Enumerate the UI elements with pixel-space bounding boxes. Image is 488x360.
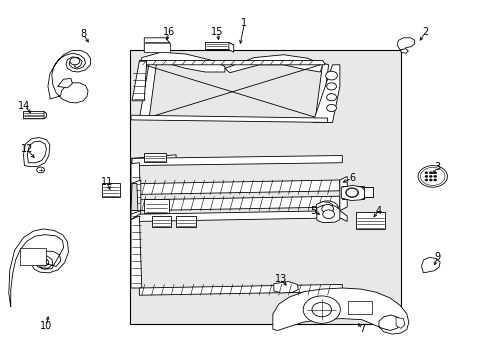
- Text: 12: 12: [20, 144, 33, 154]
- Polygon shape: [144, 38, 170, 52]
- Text: 13: 13: [274, 274, 287, 284]
- Circle shape: [325, 71, 337, 80]
- Polygon shape: [139, 196, 339, 211]
- Text: 2: 2: [422, 27, 427, 37]
- Text: 16: 16: [162, 27, 175, 37]
- Text: 9: 9: [434, 252, 440, 262]
- Polygon shape: [396, 38, 414, 50]
- Polygon shape: [228, 42, 233, 52]
- Polygon shape: [224, 55, 322, 73]
- Text: 4: 4: [375, 206, 381, 216]
- Text: 7: 7: [358, 324, 364, 334]
- Polygon shape: [132, 156, 342, 166]
- Polygon shape: [139, 284, 342, 295]
- Text: 15: 15: [211, 27, 224, 37]
- Circle shape: [345, 188, 358, 197]
- Polygon shape: [48, 50, 90, 103]
- Circle shape: [424, 179, 427, 181]
- Circle shape: [321, 204, 333, 213]
- Bar: [355, 212, 385, 229]
- Bar: [129, 50, 400, 324]
- Polygon shape: [58, 78, 72, 88]
- Polygon shape: [205, 42, 233, 50]
- Circle shape: [303, 296, 340, 323]
- Polygon shape: [44, 112, 46, 119]
- Polygon shape: [27, 141, 46, 163]
- Polygon shape: [272, 288, 408, 334]
- Circle shape: [326, 83, 336, 90]
- Circle shape: [433, 179, 436, 181]
- Bar: [151, 216, 171, 227]
- Circle shape: [326, 94, 336, 101]
- Circle shape: [346, 188, 357, 197]
- Polygon shape: [131, 211, 346, 227]
- Bar: [342, 186, 364, 199]
- Polygon shape: [341, 185, 365, 201]
- Text: 8: 8: [80, 29, 86, 39]
- Polygon shape: [273, 282, 298, 293]
- Polygon shape: [131, 180, 141, 214]
- Bar: [176, 216, 195, 227]
- Text: 5: 5: [309, 206, 315, 216]
- Polygon shape: [139, 63, 156, 119]
- Polygon shape: [131, 115, 327, 122]
- Bar: [102, 183, 120, 197]
- Circle shape: [322, 210, 334, 219]
- Text: 10: 10: [40, 321, 53, 331]
- Circle shape: [433, 175, 436, 177]
- Polygon shape: [395, 318, 404, 328]
- Polygon shape: [316, 205, 339, 222]
- Text: 1: 1: [241, 18, 247, 28]
- Circle shape: [424, 172, 427, 174]
- Polygon shape: [131, 155, 176, 163]
- Polygon shape: [400, 49, 407, 53]
- Text: 14: 14: [18, 101, 31, 111]
- Polygon shape: [312, 65, 339, 122]
- Circle shape: [37, 167, 44, 173]
- Polygon shape: [421, 257, 439, 273]
- Bar: [144, 199, 168, 213]
- Polygon shape: [131, 216, 142, 288]
- Polygon shape: [315, 63, 328, 119]
- Circle shape: [424, 175, 427, 177]
- Bar: [361, 187, 371, 197]
- Circle shape: [433, 172, 436, 174]
- Text: 3: 3: [434, 162, 440, 172]
- Circle shape: [311, 302, 331, 317]
- Bar: [20, 248, 46, 265]
- Polygon shape: [23, 112, 46, 119]
- Polygon shape: [339, 176, 346, 211]
- Text: 11: 11: [100, 177, 113, 187]
- Text: 6: 6: [348, 173, 354, 183]
- Circle shape: [326, 104, 336, 112]
- Circle shape: [317, 206, 339, 222]
- Circle shape: [428, 175, 431, 177]
- Polygon shape: [131, 184, 138, 211]
- Polygon shape: [139, 60, 325, 65]
- Bar: [364, 187, 372, 197]
- Bar: [144, 153, 166, 162]
- Polygon shape: [132, 61, 146, 101]
- Polygon shape: [139, 180, 339, 194]
- Circle shape: [428, 172, 431, 174]
- Bar: [347, 301, 371, 314]
- Polygon shape: [144, 43, 170, 52]
- Polygon shape: [9, 229, 68, 307]
- Circle shape: [428, 179, 431, 181]
- Polygon shape: [316, 202, 332, 213]
- Circle shape: [417, 166, 447, 187]
- Circle shape: [316, 201, 338, 217]
- Circle shape: [70, 58, 80, 65]
- Polygon shape: [139, 52, 224, 72]
- Polygon shape: [23, 138, 50, 167]
- Polygon shape: [131, 163, 141, 220]
